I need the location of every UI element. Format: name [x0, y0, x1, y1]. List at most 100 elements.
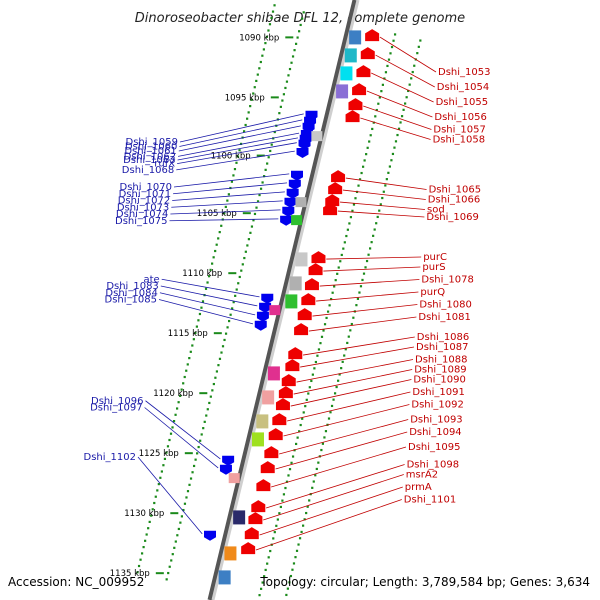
- track-dot: [160, 470, 163, 473]
- track-dot: [202, 427, 205, 430]
- feature-box: [269, 305, 281, 316]
- track-dot: [289, 574, 293, 578]
- track-dot: [223, 212, 226, 215]
- gene-label: Dshi_1075: [115, 216, 167, 227]
- gene-label: Dshi_1054: [437, 82, 489, 93]
- track-dot: [168, 565, 171, 568]
- cds-arrow-reverse: [331, 170, 346, 183]
- track-dot: [306, 505, 309, 508]
- track-dot: [269, 549, 272, 553]
- right-gene-labels: Dshi_1053 Dshi_1054 Dshi_1055 Dshi_1056 Dshi…: [255, 36, 490, 551]
- track-dot: [317, 461, 320, 464]
- track-dot: [419, 39, 422, 42]
- track-dot: [302, 524, 305, 527]
- track-dot: [368, 140, 371, 143]
- gene-label: Dshi_1059: [126, 137, 178, 148]
- track-dot: [200, 306, 203, 309]
- track-dot: [195, 325, 198, 328]
- track-dot: [255, 206, 258, 209]
- gene-label: Dshi_1073: [117, 202, 169, 213]
- track-dot: [264, 168, 267, 171]
- label-leader-line: [379, 36, 437, 73]
- track-dot: [270, 16, 273, 20]
- label-leader-line: [283, 404, 410, 437]
- track-dot: [145, 533, 148, 536]
- track-dot: [298, 30, 301, 33]
- track-dot: [186, 363, 189, 366]
- track-dot: [253, 212, 257, 216]
- feature-box: [256, 414, 269, 429]
- gene-label: Dshi_1061: [124, 146, 176, 157]
- track-dot: [352, 203, 356, 206]
- track-dot: [295, 442, 298, 446]
- track-dot: [339, 260, 342, 263]
- track-dot: [159, 476, 162, 479]
- track-dot: [279, 505, 282, 509]
- track-dot: [305, 398, 308, 401]
- track-dot: [175, 407, 179, 410]
- track-dot: [378, 209, 381, 212]
- track-dot: [136, 571, 139, 574]
- cds-arrow-reverse: [365, 29, 380, 42]
- track-dot: [296, 436, 299, 439]
- track-dot: [371, 127, 374, 131]
- track-dot: [206, 408, 209, 411]
- track-dot: [218, 231, 221, 234]
- track-dot: [220, 224, 223, 227]
- gene-label: Dshi_1071: [119, 189, 171, 200]
- label-leader-line: [308, 316, 417, 332]
- track-dot: [188, 483, 191, 486]
- track-dot: [185, 496, 188, 499]
- label-leader-line: [178, 125, 301, 152]
- track-dot: [322, 329, 325, 332]
- track-dot: [343, 354, 346, 357]
- track-dot: [342, 247, 345, 250]
- track-dot: [230, 180, 234, 183]
- track-dot: [366, 146, 369, 149]
- cds-arrow-forward: [288, 179, 301, 190]
- track-dot: [328, 304, 331, 307]
- track-dot: [173, 546, 176, 549]
- track-dot: [191, 471, 194, 474]
- kbp-tick-label: 1095 kbp: [225, 93, 265, 103]
- gene-label: Dshi_1072: [118, 196, 170, 207]
- track-dot: [204, 287, 208, 290]
- gene-features: [204, 29, 380, 585]
- feature-box: [336, 84, 349, 99]
- track-dot: [226, 199, 229, 202]
- track-dot: [247, 111, 250, 114]
- track-dot: [372, 121, 375, 124]
- track-dot: [271, 10, 275, 13]
- track-dot: [361, 165, 365, 168]
- gene-label: prmA: [405, 482, 432, 493]
- track-dot: [214, 249, 217, 253]
- track-dot: [325, 316, 328, 320]
- track-dot: [263, 575, 266, 578]
- track-dot: [238, 149, 241, 152]
- track-dot: [162, 464, 165, 467]
- track-dot: [247, 238, 250, 241]
- track-dot: [384, 71, 388, 74]
- cds-arrow-forward: [259, 302, 272, 313]
- cds-arrow-forward: [280, 215, 293, 226]
- track-dot: [150, 514, 153, 517]
- gene-label: rufX: [154, 159, 175, 170]
- track-dot: [168, 438, 171, 442]
- kbp-scale: 1090 kbp 1095 kbp 1100 kbp 1105 kbp 1110 kbp…: [110, 33, 294, 579]
- track-dot: [220, 351, 223, 354]
- track-dot: [360, 171, 363, 175]
- label-leader-line: [178, 132, 300, 157]
- gene-label: Dshi_1081: [418, 312, 470, 323]
- cds-arrow-reverse: [345, 110, 360, 123]
- track-dot: [137, 564, 141, 568]
- label-leader-line: [363, 105, 432, 130]
- gene-label: Dshi_1066: [428, 195, 480, 206]
- label-leader-line: [290, 379, 412, 407]
- feature-box: [228, 473, 240, 484]
- cds-arrow-forward: [222, 455, 235, 466]
- track-dot: [367, 253, 370, 256]
- track-dot: [314, 360, 317, 364]
- track-dot: [349, 329, 352, 332]
- track-dot: [252, 219, 255, 222]
